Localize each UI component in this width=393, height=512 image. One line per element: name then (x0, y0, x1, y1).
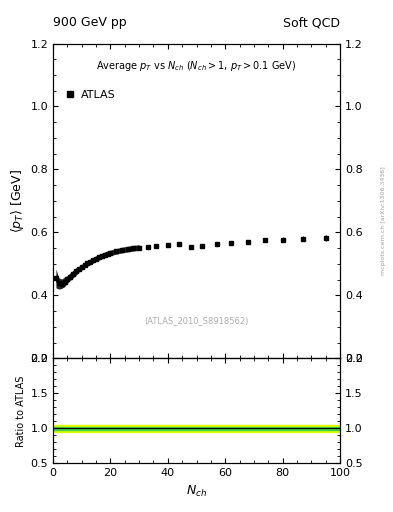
Y-axis label: Ratio to ATLAS: Ratio to ATLAS (16, 375, 26, 446)
Text: (ATLAS_2010_S8918562): (ATLAS_2010_S8918562) (144, 316, 249, 325)
Text: 900 GeV pp: 900 GeV pp (53, 16, 127, 29)
Text: Soft QCD: Soft QCD (283, 16, 340, 29)
Text: mcplots.cern.ch [arXiv:1306.3436]: mcplots.cern.ch [arXiv:1306.3436] (381, 166, 386, 274)
X-axis label: $N_{ch}$: $N_{ch}$ (186, 484, 207, 499)
Legend: ATLAS: ATLAS (64, 90, 116, 100)
Text: Average $p_T$ vs $N_{ch}$ ($N_{ch} > 1$, $p_T > 0.1$ GeV): Average $p_T$ vs $N_{ch}$ ($N_{ch} > 1$,… (96, 59, 297, 73)
Y-axis label: $\langle p_T \rangle$ [GeV]: $\langle p_T \rangle$ [GeV] (9, 169, 26, 233)
